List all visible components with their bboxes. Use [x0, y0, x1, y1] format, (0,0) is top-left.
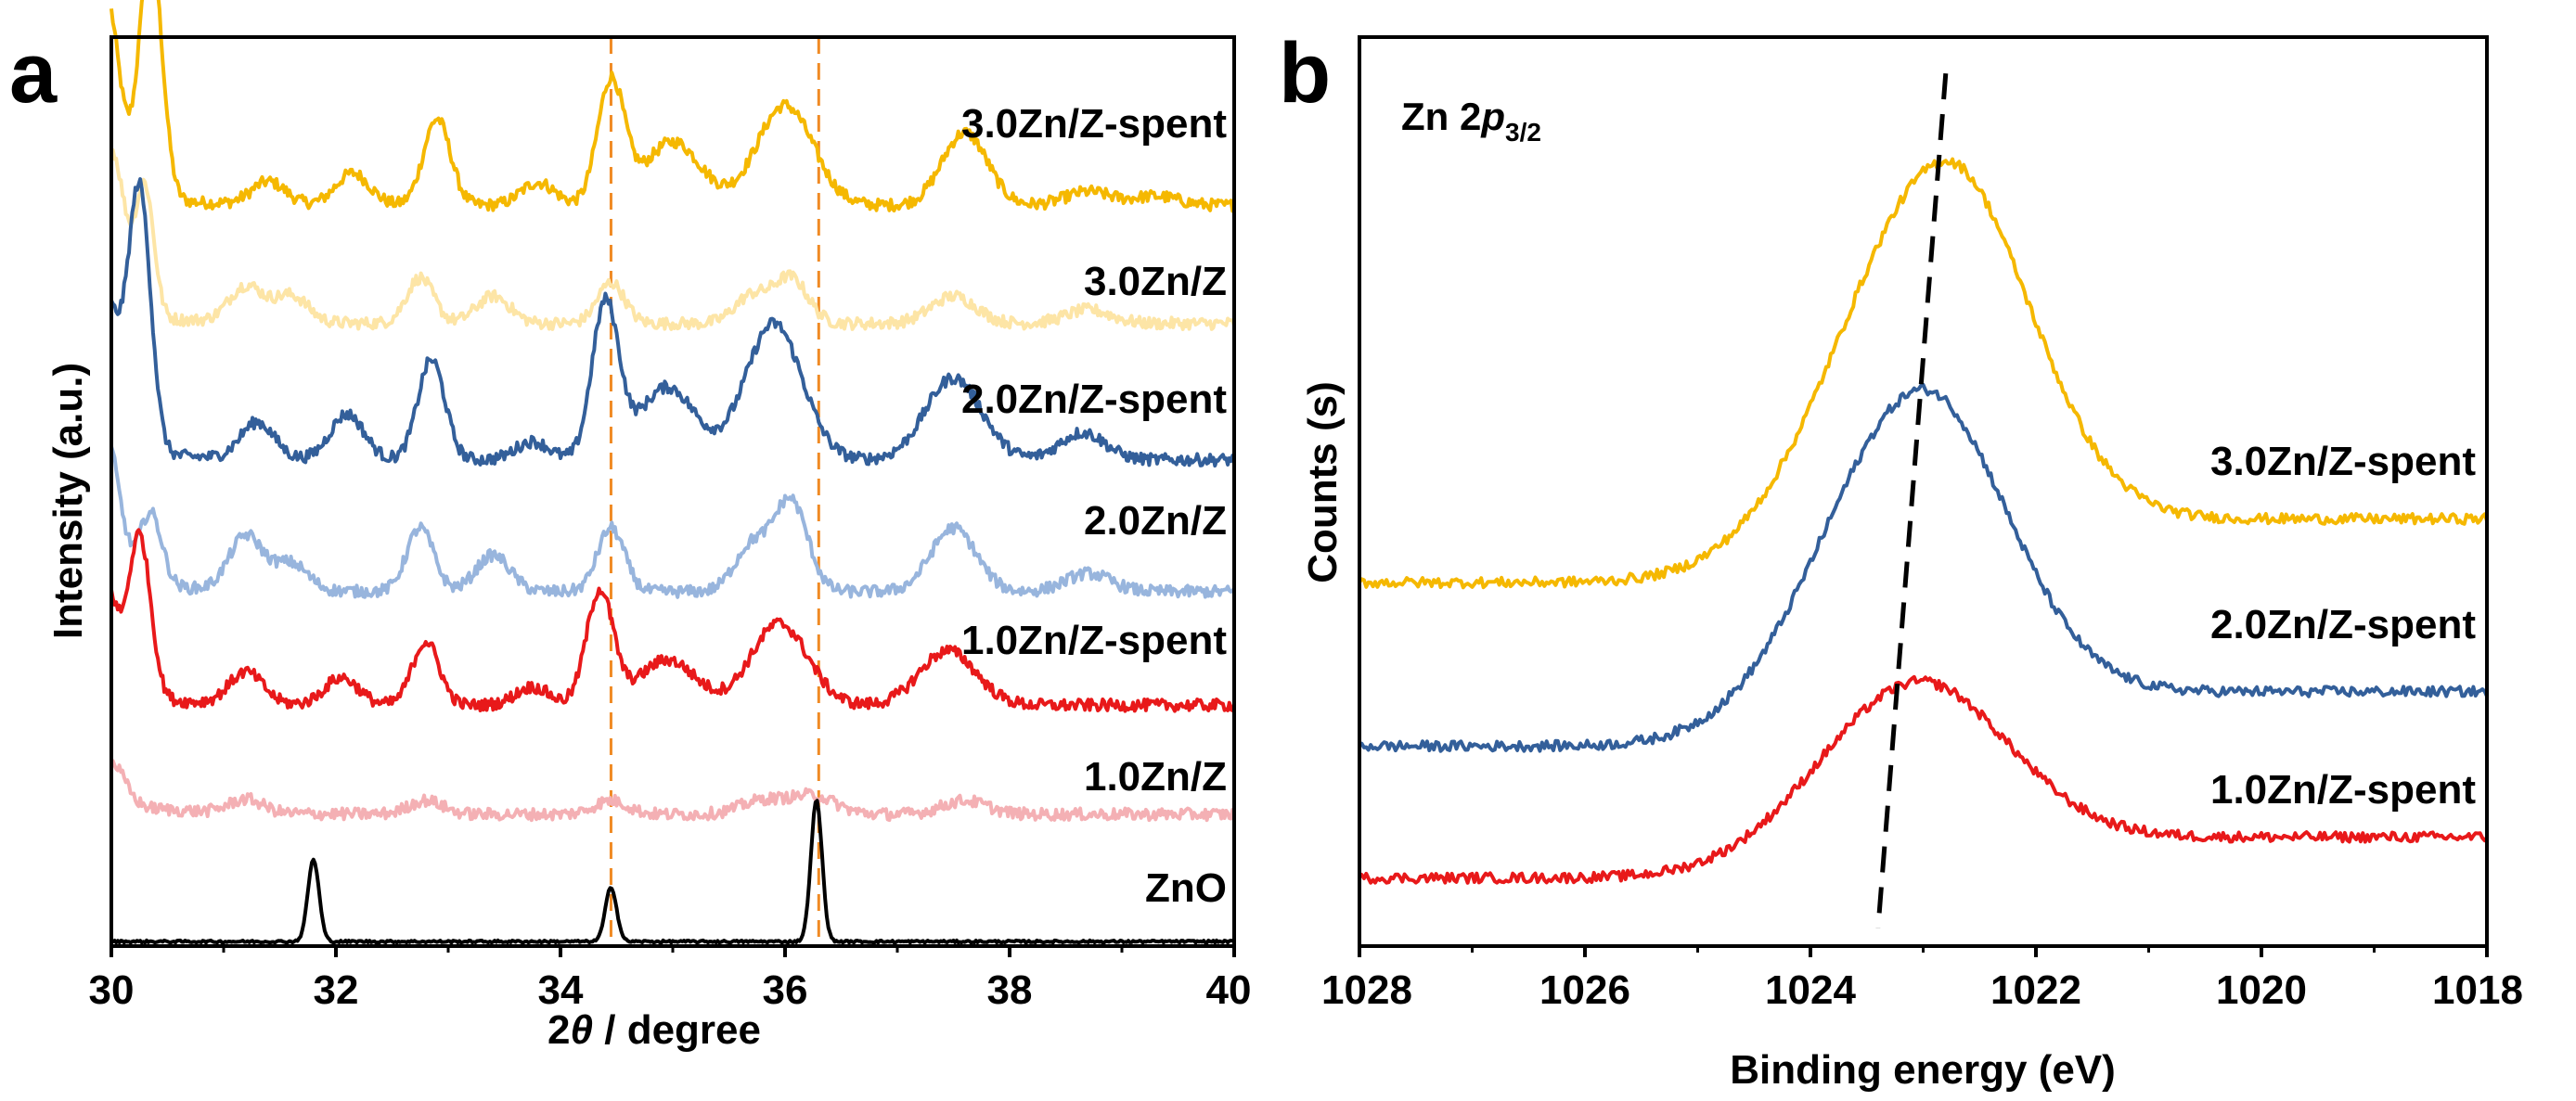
x-tick-label-1022: 1022 [1990, 967, 2081, 1013]
x-tick-label-1026: 1026 [1539, 967, 1630, 1013]
series-line-3.0Zn/Z-spent [109, 0, 1235, 213]
panel-b-x-ticks: 1028 1026 1024 1022 1020 1018 [1321, 946, 2523, 1013]
series-label-2.0Zn/Z-spent: 2.0Zn/Z-spent [961, 377, 1227, 422]
series-line-3.0Zn/Z [109, 147, 1236, 331]
xps-series-line-1.0Zn/Z-spent [1359, 674, 2489, 885]
xps-series-line-2.0Zn/Z-spent [1359, 382, 2489, 753]
x-tick-label-1018: 1018 [2432, 967, 2523, 1013]
panel-a-xrd: a 3.0Zn/Z-spent 3.0Zn/Z 2.0Zn/Z-spent 2.0Zn… [9, 0, 1251, 1053]
panel-b-y-axis-title: Counts (s) [1300, 381, 1346, 583]
series-label-ZnO: ZnO [1145, 865, 1227, 911]
series-label-1.0Zn/Z: 1.0Zn/Z [1084, 754, 1227, 800]
x-tick-label-1028: 1028 [1321, 967, 1412, 1013]
panel-b-series-group [1358, 157, 2489, 885]
x-tick-label-1024: 1024 [1765, 967, 1856, 1013]
series-line-2.0Zn/Z [109, 445, 1235, 599]
panel-a-x-axis-title: 2θ / degree [547, 1007, 761, 1053]
panel-a-y-axis-title: Intensity (a.u.) [45, 363, 91, 639]
series-label-3.0Zn/Z-spent: 3.0Zn/Z-spent [961, 101, 1227, 147]
x-tick-label-34: 34 [538, 967, 584, 1013]
x-tick-label-32: 32 [314, 967, 359, 1013]
panel-b-x-axis-title: Binding energy (eV) [1730, 1047, 2116, 1093]
series-label-3.0Zn/Z: 3.0Zn/Z [1084, 259, 1227, 304]
panel-a-series-group [109, 0, 1236, 945]
series-line-2.0Zn/Z-spent [109, 177, 1236, 468]
panel-b-series-labels: 3.0Zn/Z-spent 2.0Zn/Z-spent 1.0Zn/Z-spent [2210, 439, 2476, 813]
x-tick-label-36: 36 [763, 967, 808, 1013]
panel-a-series-labels: 3.0Zn/Z-spent 3.0Zn/Z 2.0Zn/Z-spent 2.0Zn/Z… [961, 101, 1227, 911]
panel-a-x-ticks: 30 32 34 36 38 40 [89, 946, 1252, 1013]
x-tick-label-30: 30 [89, 967, 135, 1013]
panel-b-xps: b 3.0Zn/Z-spent 2.0Zn/Z-spent 1.0Zn/Z-spen… [1279, 26, 2523, 1093]
xps-series-label-3.0Zn/Z-spent: 3.0Zn/Z-spent [2210, 439, 2476, 484]
panel-b-letter: b [1279, 26, 1331, 121]
xps-series-line-3.0Zn/Z-spent [1358, 157, 2489, 590]
series-line-1.0Zn/Z [109, 759, 1236, 823]
series-label-1.0Zn/Z-spent: 1.0Zn/Z-spent [961, 618, 1227, 663]
panel-b-annotation-zn2p: Zn 2p3/2 [1401, 95, 1541, 147]
series-label-2.0Zn/Z: 2.0Zn/Z [1084, 498, 1227, 544]
x-tick-label-1020: 1020 [2216, 967, 2307, 1013]
x-tick-label-40: 40 [1206, 967, 1252, 1013]
panel-a-letter: a [9, 26, 58, 121]
peak-shift-guide [1875, 73, 1949, 928]
x-tick-label-38: 38 [987, 967, 1033, 1013]
xps-series-label-1.0Zn/Z-spent: 1.0Zn/Z-spent [2210, 767, 2476, 813]
series-line-ZnO [110, 799, 1235, 945]
xps-series-label-2.0Zn/Z-spent: 2.0Zn/Z-spent [2210, 602, 2476, 647]
panel-b-guide-line [1875, 73, 1949, 928]
series-line-1.0Zn/Z-spent [109, 528, 1236, 713]
panel-a-reference-lines [609, 37, 820, 946]
